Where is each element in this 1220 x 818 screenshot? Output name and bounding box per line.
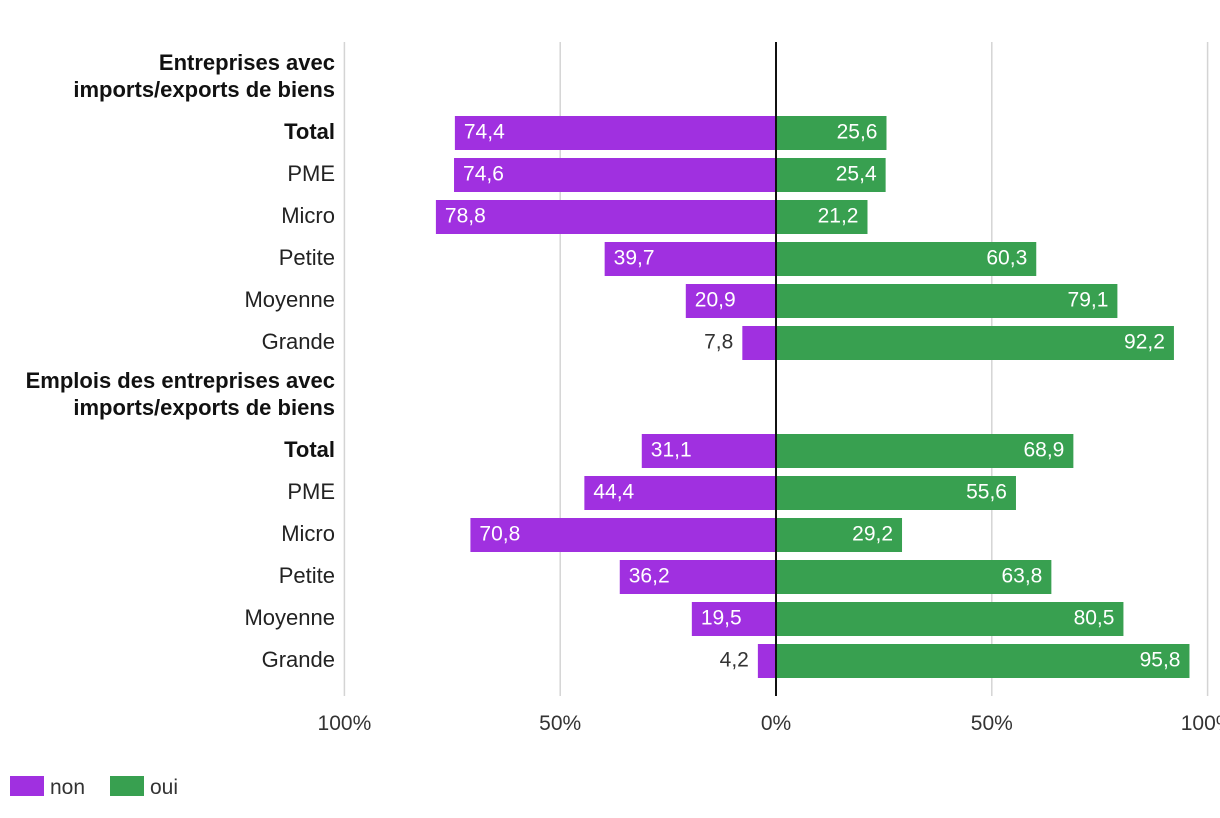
data-label-oui: 95,8 [1140,649,1181,672]
category-label: Moyenne [244,605,335,630]
bar-non [641,434,776,468]
group-title-line: imports/exports de biens [73,395,335,420]
data-label-oui: 21,2 [818,205,859,228]
category-label: Micro [281,203,335,228]
data-label-oui: 63,8 [1001,565,1042,588]
bars: 74,4 25,6 74,6 25,4 78,8 21,2 39,7 60,3 20,9 79,1… [435,116,1190,678]
x-tick-label: 50% [539,712,581,735]
bar-oui [776,326,1174,360]
category-label: PME [287,161,335,186]
data-label-non: 4,2 [720,649,749,672]
bar-oui [776,200,868,234]
data-label-non: 39,7 [614,247,655,270]
legend-swatch-oui [110,776,144,796]
bar-non [454,158,776,192]
data-label-non: 44,4 [593,481,634,504]
bar-oui [776,560,1052,594]
data-label-non: 78,8 [445,205,486,228]
data-label-oui: 80,5 [1074,607,1115,630]
category-label: Petite [279,245,335,270]
x-tick-label: 50% [971,712,1013,735]
x-tick-label: 100% [318,712,372,735]
bar-oui [776,476,1016,510]
category-label: Micro [281,521,335,546]
data-label-oui: 25,6 [837,121,878,144]
category-label: Petite [279,563,335,588]
bar-non [619,560,776,594]
legend-label-oui: oui [150,776,178,799]
x-axis: 100% 50% 0% 50% 100% [318,42,1220,735]
bar-non [584,476,776,510]
legend: non oui [10,776,178,799]
bar-oui [776,602,1124,636]
data-label-non: 19,5 [701,607,742,630]
category-label: Moyenne [244,287,335,312]
data-label-non: 74,4 [464,121,505,144]
data-label-non: 74,6 [463,163,504,186]
bar-oui [776,158,886,192]
x-tick-label: 0% [761,712,791,735]
data-label-non: 36,2 [629,565,670,588]
bar-oui [776,242,1037,276]
category-label: Total [284,119,335,144]
category-label: Total [284,437,335,462]
category-label: PME [287,479,335,504]
legend-label-non: non [50,776,85,799]
data-label-oui: 60,3 [986,247,1027,270]
bar-non [454,116,776,150]
legend-swatch-non [10,776,44,796]
data-label-oui: 29,2 [852,523,893,546]
bar-oui [776,518,903,552]
data-label-oui: 25,4 [836,163,877,186]
data-label-non: 31,1 [651,439,692,462]
bar-non [691,602,776,636]
bar-oui [776,284,1118,318]
group-title-line: imports/exports de biens [73,77,335,102]
bar-non [435,200,776,234]
bar-oui [776,116,887,150]
grid-lines [343,42,1209,696]
data-label-oui: 55,6 [966,481,1007,504]
bar-non [604,242,776,276]
group-title-line: Emplois des entreprises avec [26,368,335,393]
bar-oui [776,644,1190,678]
bar-non [742,326,776,360]
category-label: Grande [262,329,335,354]
data-label-non: 7,8 [704,331,733,354]
data-label-oui: 79,1 [1068,289,1109,312]
group-title-line: Entreprises avec [159,50,335,75]
data-label-oui: 92,2 [1124,331,1165,354]
bar-non [470,518,776,552]
x-tick-label: 100% [1181,712,1220,735]
data-label-non: 70,8 [479,523,520,546]
bar-non [757,644,776,678]
bar-non [685,284,776,318]
bar-oui [776,434,1074,468]
category-label: Grande [262,647,335,672]
data-label-non: 20,9 [695,289,736,312]
data-label-oui: 68,9 [1023,439,1064,462]
